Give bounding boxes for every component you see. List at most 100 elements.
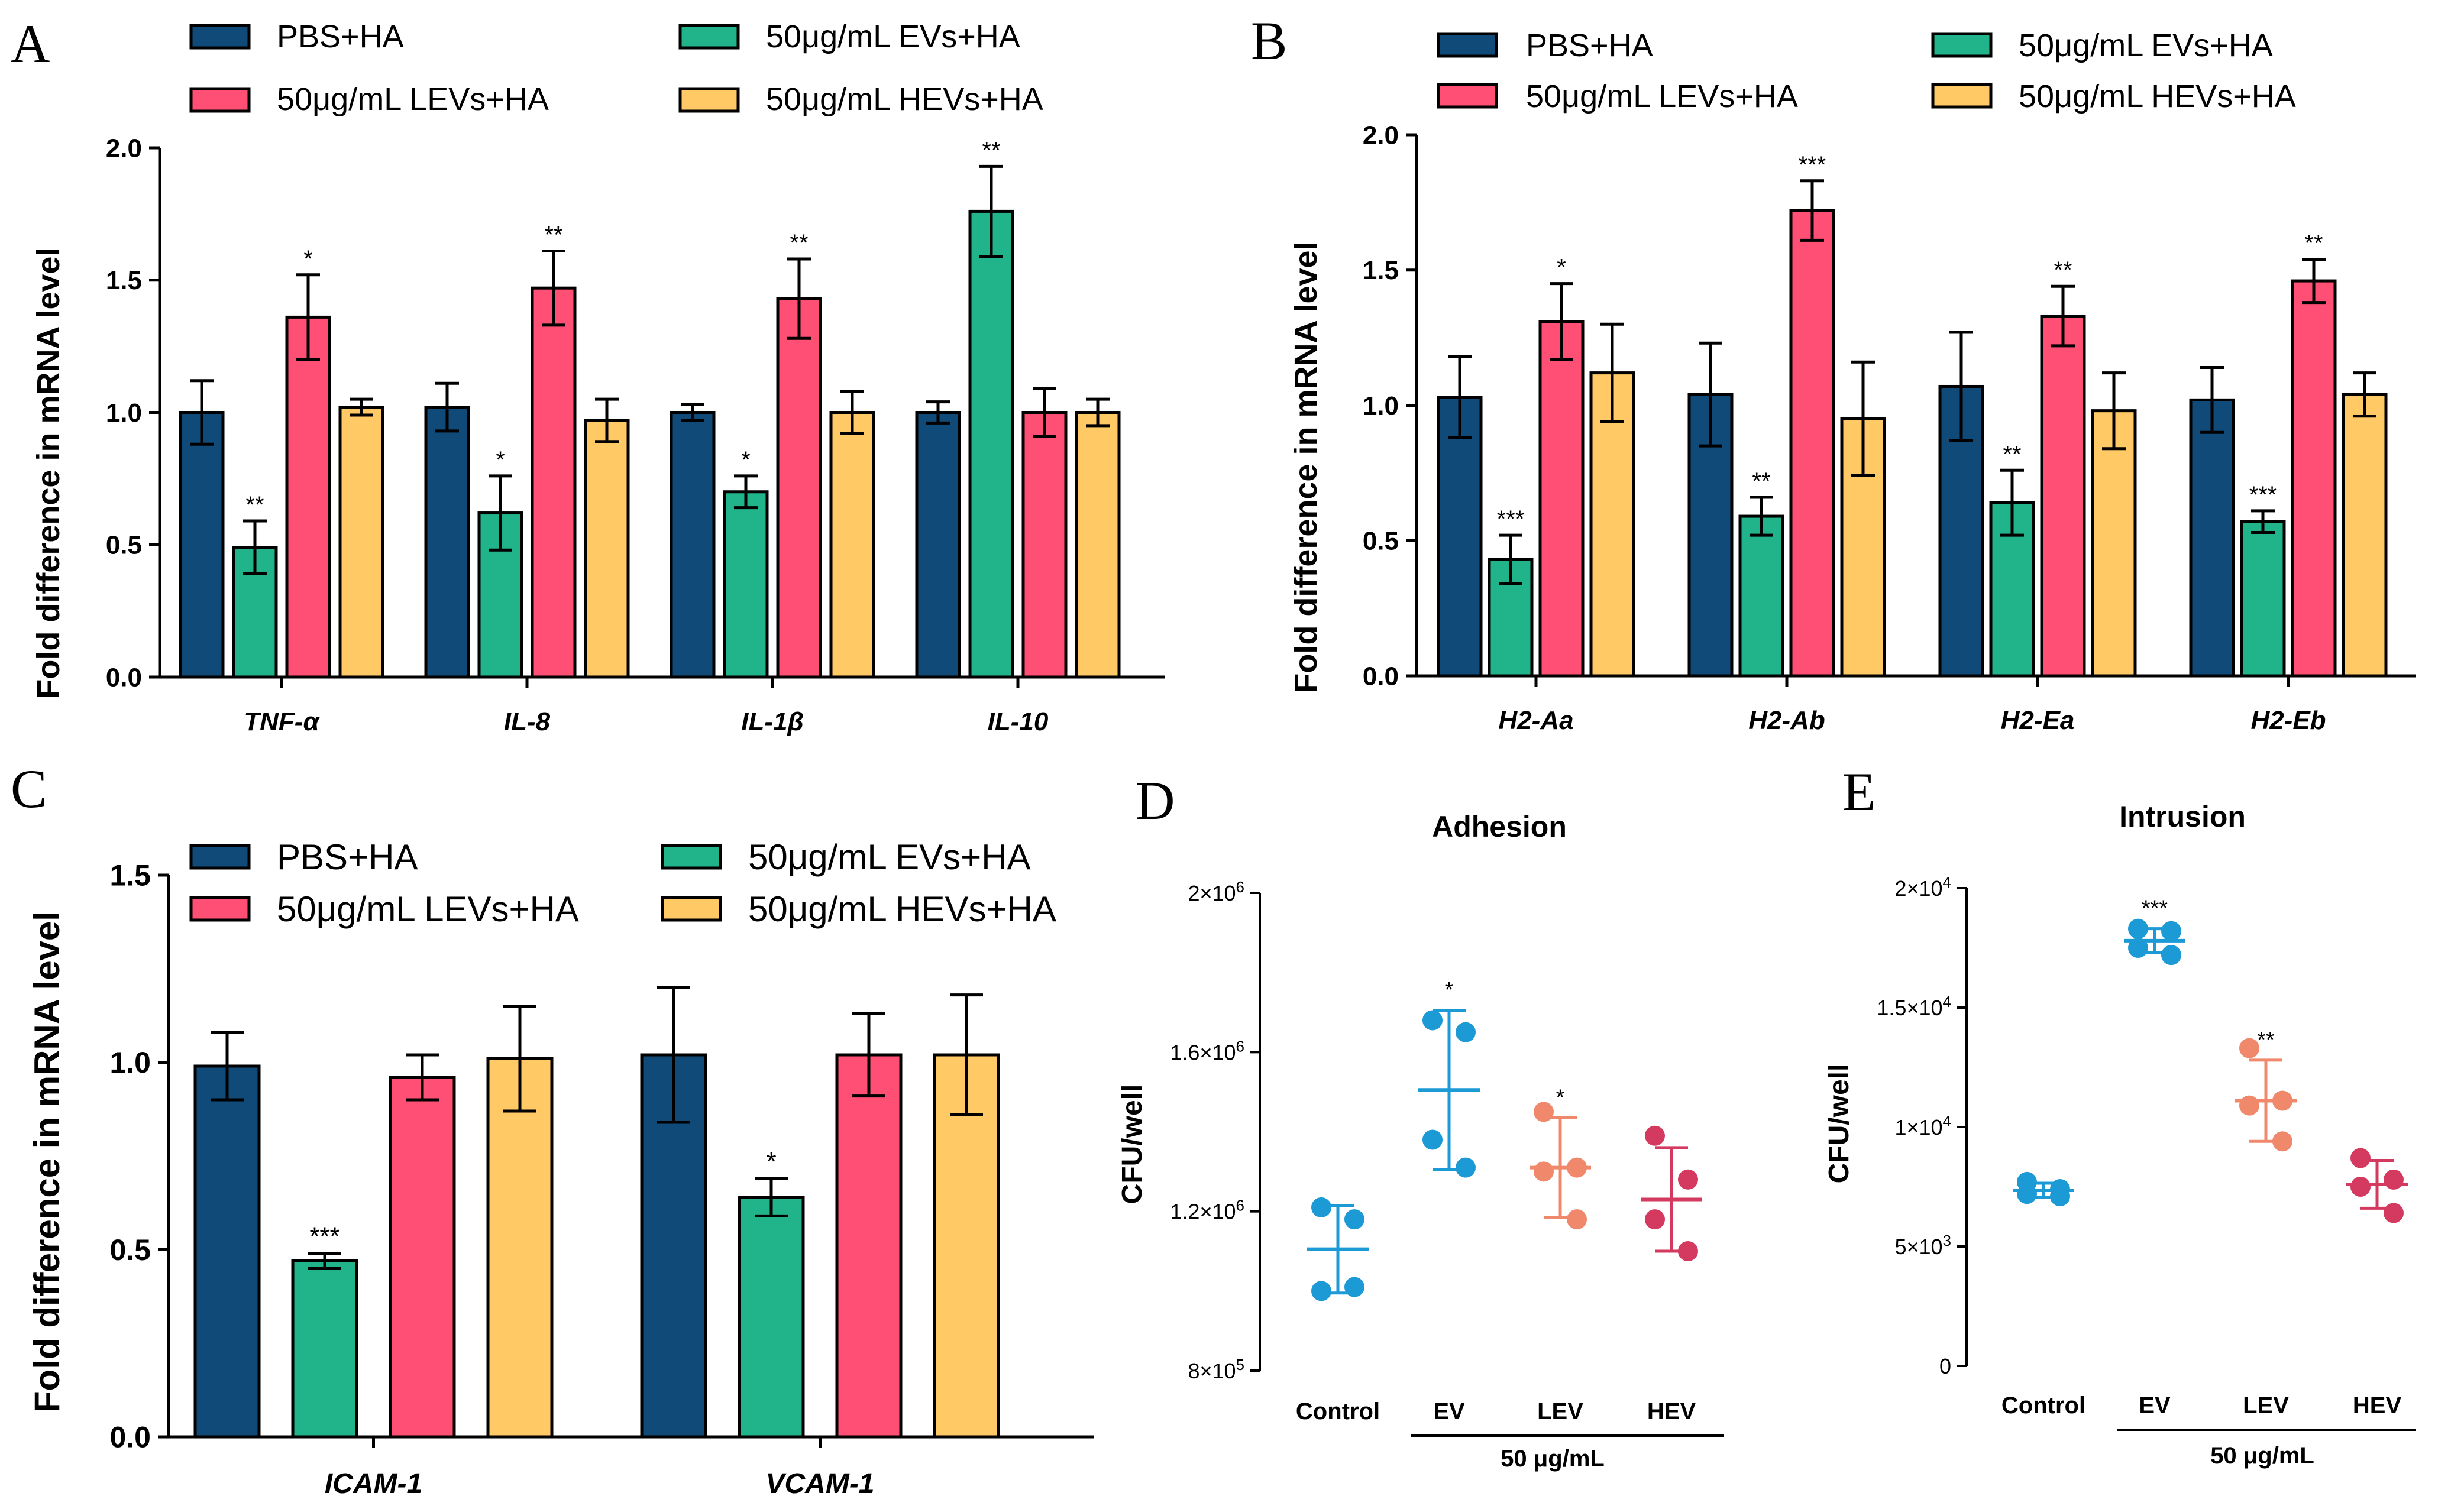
category-label: H2-Eb: [2250, 706, 2326, 735]
legend-c-label-ev: 50μg/mL EVs+HA: [748, 837, 1031, 877]
bar: [829, 411, 875, 679]
panel-e-letter: E: [1842, 762, 1876, 822]
bar: [1437, 396, 1483, 678]
legend-a-label-hev: 50μg/mL HEVs+HA: [766, 82, 1043, 117]
legend-b-swatch-lev: [1437, 83, 1498, 109]
panel-c: C PBS+HA 50μg/mL EVs+HA 50μg/mL LEVs+HA …: [11, 759, 1094, 1500]
panel-b-plot: 0.00.51.01.52.0****H2-Aa*****H2-Ab****H2…: [1363, 121, 2416, 735]
data-point: [2161, 921, 2181, 941]
data-point: [1422, 1010, 1443, 1031]
panel-b-letter: B: [1251, 11, 1287, 71]
panel-e-ylabel: CFU/well: [1823, 1064, 1855, 1184]
category-label: Control: [1296, 1398, 1380, 1424]
bar: [835, 1053, 903, 1439]
data-point: [1678, 1169, 1698, 1190]
panel-b-legend: PBS+HA 50μg/mL EVs+HA 50μg/mL LEVs+HA 50…: [1437, 28, 2296, 114]
bar: [723, 490, 769, 679]
bar: [291, 1259, 358, 1439]
legend-a-label-lev: 50μg/mL LEVs+HA: [277, 82, 549, 117]
category-label: IL-10: [988, 707, 1049, 736]
data-point: [1645, 1125, 1665, 1146]
bar: [531, 286, 577, 679]
y-tick-label: 1.5: [106, 266, 142, 295]
panel-d-ylabel: CFU/well: [1117, 1084, 1148, 1204]
category-label: H2-Ab: [1748, 706, 1825, 735]
panel-c-legend: PBS+HA 50μg/mL EVs+HA 50μg/mL LEVs+HA 50…: [189, 837, 1056, 929]
category-label: Control: [2001, 1393, 2085, 1419]
panel-c-ylabel: Fold difference in mRNA level: [27, 911, 67, 1413]
y-tick-label: 1.5: [1363, 256, 1399, 285]
significance-label: ***: [309, 1222, 339, 1251]
bar: [2342, 393, 2388, 678]
data-point: [1311, 1281, 1331, 1301]
bar: [2291, 279, 2337, 678]
data-point: [2239, 1038, 2259, 1058]
significance-label: **: [245, 492, 264, 518]
bar: [193, 1064, 261, 1439]
y-tick-label: 0.0: [1363, 662, 1399, 691]
panel-e-plot: 0 5×103 1×104 1.5×104 2×104 Control *** EV ** LEV…: [1877, 873, 2416, 1431]
bar: [933, 1053, 1000, 1439]
legend-a-label-pbs: PBS+HA: [277, 19, 404, 54]
category-label: EV: [2139, 1393, 2171, 1419]
panel-d-plot: 8×105 1.2×106 1.6×106 2×106 Control * EV * LEV HE…: [1170, 878, 1724, 1437]
bar: [2189, 398, 2235, 678]
data-point: [1534, 1161, 1554, 1182]
panel-c-plot: 0.0 0.5 1.0 1.5 *** ICAM-1 * VCAM-1: [109, 859, 1094, 1500]
significance-label: ***: [1799, 152, 1826, 178]
bar: [1075, 411, 1121, 679]
legend-b-label-pbs: PBS+HA: [1526, 28, 1653, 63]
data-point: [2350, 1148, 2371, 1168]
y-tick-label: 2.0: [106, 134, 142, 163]
bar: [640, 1053, 707, 1439]
category-label: EV: [1433, 1398, 1465, 1424]
y-tick-label: 1.0: [1363, 391, 1399, 420]
panel-d-letter: D: [1136, 770, 1175, 831]
significance-label: **: [1752, 468, 1770, 494]
category-label: IL-8: [504, 707, 551, 736]
y-tick-label: 2×104: [1894, 873, 1951, 901]
legend-b-label-lev: 50μg/mL LEVs+HA: [1526, 79, 1798, 114]
y-tick-label: 2×106: [1188, 878, 1244, 905]
significance-label: **: [544, 222, 562, 248]
legend-c-swatch-hev: [661, 896, 722, 922]
y-tick-label: 1.5: [109, 859, 151, 892]
significance-label: *: [766, 1147, 776, 1176]
bar: [285, 315, 331, 679]
significance-label: *: [496, 447, 505, 473]
y-tick-label: 2.0: [1363, 121, 1399, 150]
panel-d: D Adhesion CFU/well 50 μg/mL 8×105 1.2×10…: [1117, 770, 1724, 1472]
data-point: [2350, 1177, 2371, 1197]
y-tick-label: 1×104: [1894, 1112, 1951, 1139]
legend-c-swatch-ev: [661, 844, 722, 870]
y-tick-label: 8×105: [1188, 1356, 1244, 1383]
legend-a-label-ev: 50μg/mL EVs+HA: [766, 19, 1020, 54]
significance-label: ***: [1497, 506, 1525, 532]
category-label: TNF-α: [244, 707, 320, 736]
data-point: [2050, 1186, 2070, 1207]
data-point: [2161, 945, 2181, 966]
legend-a-swatch-ev: [678, 24, 740, 50]
legend-b-swatch-pbs: [1437, 32, 1498, 58]
legend-c-label-pbs: PBS+HA: [277, 837, 418, 877]
bar: [1589, 371, 1635, 678]
category-label: LEV: [2243, 1393, 2289, 1419]
bar: [584, 419, 630, 679]
significance-label: **: [2304, 230, 2323, 256]
bar: [1538, 320, 1585, 678]
significance-label: ***: [2249, 482, 2277, 508]
legend-b-label-hev: 50μg/mL HEVs+HA: [2019, 79, 2296, 114]
y-tick-label: 5×103: [1894, 1232, 1951, 1259]
legend-a-swatch-pbs: [189, 24, 251, 50]
category-label: H2-Aa: [1498, 706, 1573, 735]
legend-a-swatch-lev: [189, 87, 251, 113]
data-point: [1422, 1129, 1443, 1150]
y-tick-label: 0.5: [1363, 527, 1399, 556]
y-tick-label: 1.6×106: [1170, 1037, 1244, 1064]
category-label: ICAM-1: [325, 1468, 422, 1500]
panel-c-letter: C: [11, 759, 47, 819]
bar: [2040, 315, 2086, 678]
panel-b-ylabel: Fold difference in mRNA level: [1288, 241, 1324, 692]
category-label: IL-1β: [741, 707, 804, 736]
